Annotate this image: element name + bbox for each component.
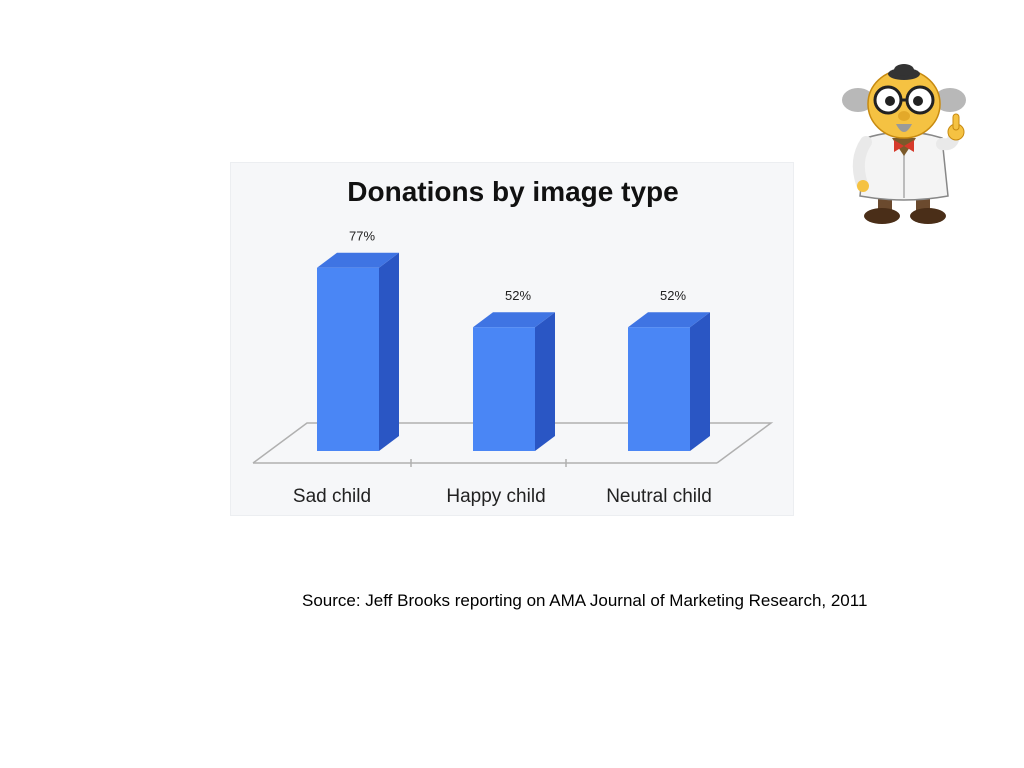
bar-top: [628, 312, 710, 328]
category-label-group: Sad child Happy child Neutral child: [293, 486, 712, 507]
category-label: Happy child: [446, 486, 545, 507]
value-label-group: 77% 52% 52%: [349, 229, 686, 304]
chart-panel: Donations by image type 77% 52% 52% Sad ch…: [230, 162, 794, 516]
bar-side: [690, 312, 710, 451]
bar-side: [535, 312, 555, 451]
bar-top: [317, 252, 399, 268]
bar-top: [473, 312, 555, 328]
professor-mascot-icon: [836, 60, 976, 235]
bar-front: [473, 327, 535, 451]
chart-title: Donations by image type: [347, 176, 678, 207]
bar: [628, 312, 710, 451]
value-label: 52%: [505, 288, 531, 303]
bar-side: [379, 252, 399, 451]
bar-group: [317, 252, 710, 451]
bar: [473, 312, 555, 451]
bar-chart: Donations by image type 77% 52% 52% Sad ch…: [252, 176, 774, 507]
bar-front: [317, 267, 379, 451]
bar-front: [628, 327, 690, 451]
value-label: 52%: [660, 288, 686, 303]
value-label: 77%: [349, 229, 375, 244]
category-label: Neutral child: [606, 486, 712, 507]
source-note: Source: Jeff Brooks reporting on AMA Jou…: [302, 591, 868, 610]
category-label: Sad child: [293, 486, 371, 507]
bar: [317, 252, 399, 451]
